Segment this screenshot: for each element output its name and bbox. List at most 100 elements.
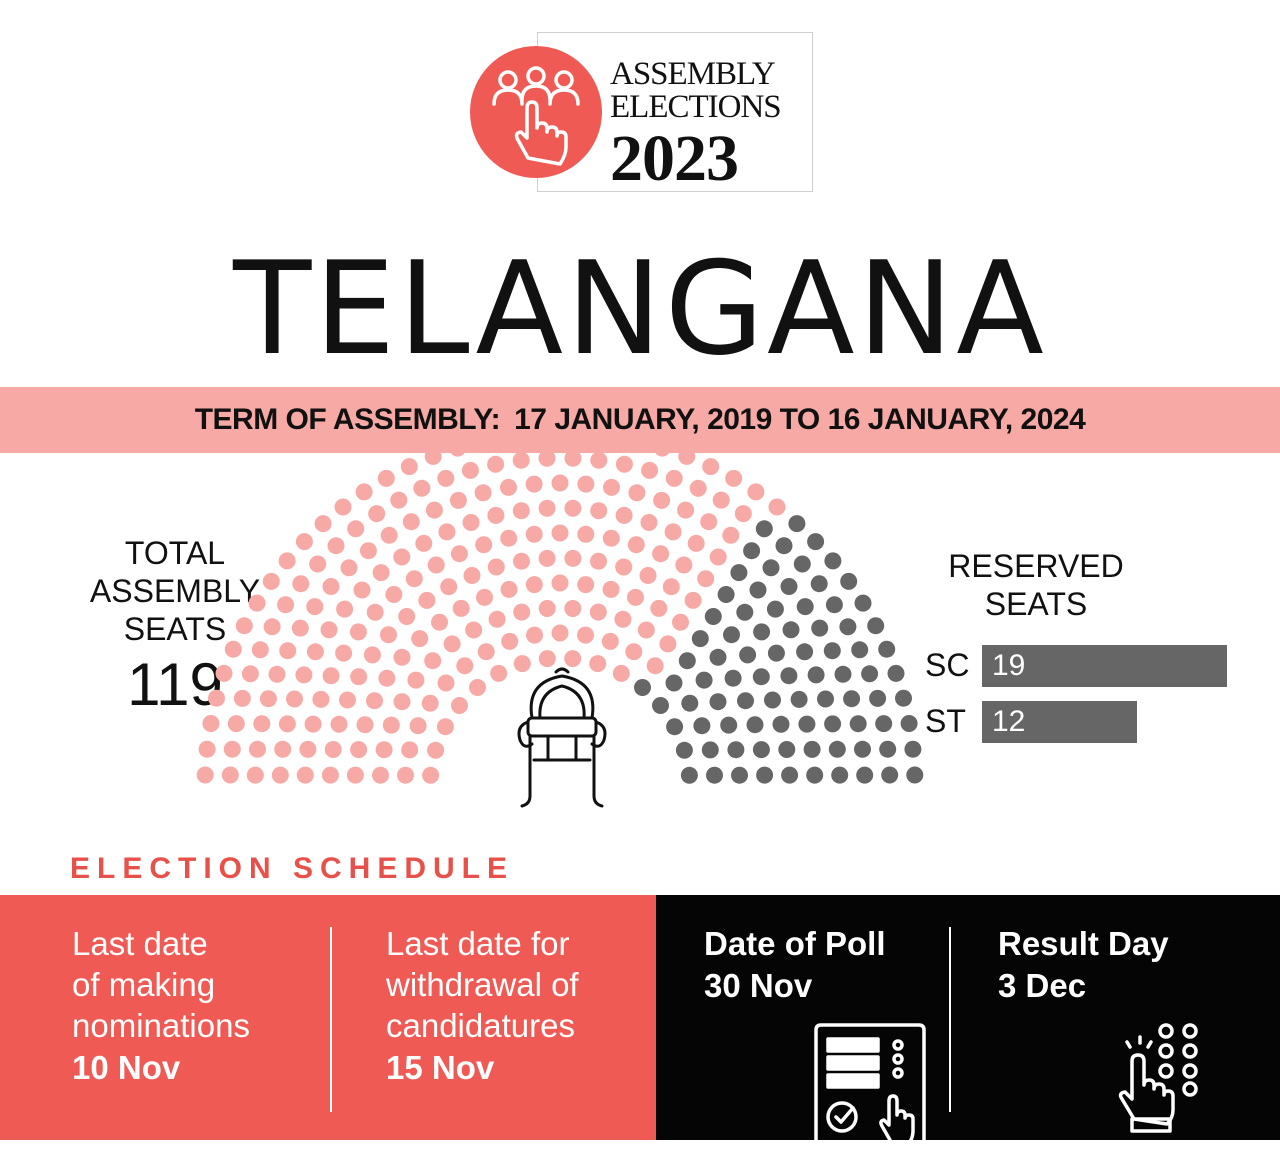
seat-dot [817, 690, 834, 708]
seat-dot [590, 451, 608, 469]
seat-dot [490, 664, 508, 682]
seat-dot [422, 766, 440, 784]
seat-dot [253, 715, 271, 733]
seat-dot [806, 766, 824, 784]
seat-dot [295, 666, 313, 684]
seat-dot [646, 657, 664, 675]
seat-dot [413, 479, 431, 497]
seat-dot [601, 632, 619, 650]
seat-dot [501, 632, 519, 650]
logo-wordmark: ASSEMBLY ELECTIONS 2023 [610, 58, 800, 192]
seat-dot [421, 694, 439, 712]
term-band: TERM OF ASSEMBLY: 17 JANUARY, 2019 TO 16… [0, 387, 1280, 453]
seat-dot [292, 575, 310, 593]
logo-line-elections: ELECTIONS [610, 89, 782, 125]
seat-dot [755, 520, 773, 538]
speaker-chair-icon [517, 667, 607, 808]
seat-dot [612, 664, 630, 682]
seat-dot [462, 514, 480, 531]
seat-dot [881, 766, 899, 784]
seat-dot [299, 740, 317, 758]
seat-dot [440, 578, 458, 596]
seat-dot [851, 641, 869, 659]
seat-dot [330, 715, 348, 733]
seat-dot [781, 766, 799, 784]
seat-dot [793, 555, 811, 573]
seat-dot [525, 525, 543, 543]
seat-dot [637, 621, 655, 639]
seat-dot [427, 556, 445, 574]
seat-dot [652, 697, 669, 714]
seat-dot [603, 478, 620, 496]
seat-dot [347, 520, 365, 538]
seat-dot [834, 665, 852, 683]
seat-dot [627, 536, 645, 554]
seat-dot [665, 469, 683, 487]
seat-dot [476, 588, 493, 606]
seat-dot [400, 458, 418, 476]
logo-line-assembly: ASSEMBLY [610, 56, 776, 92]
seat-dot [513, 552, 530, 570]
seat-dot [811, 619, 829, 637]
seat-dot [680, 766, 698, 784]
seat-dot [526, 626, 543, 644]
seat-dot [321, 766, 339, 784]
seat-dot [695, 671, 713, 689]
seat-dot [411, 630, 429, 648]
seat-dot [393, 693, 411, 711]
seat-dot [359, 542, 377, 560]
seat-dot [709, 693, 727, 711]
seat-dot [839, 618, 857, 636]
seat-dot [653, 491, 671, 509]
seat-dot [436, 718, 454, 736]
seat-dot [424, 652, 442, 670]
seat-dot [198, 740, 216, 758]
seat-dot [456, 657, 474, 675]
seat-dot [687, 534, 705, 552]
total-seats-label: TOTAL ASSEMBLY SEATS [89, 535, 261, 647]
reserved-bar-sc: 19 [982, 645, 1227, 687]
seat-dot [564, 549, 582, 567]
seat-dot [824, 715, 842, 733]
seat-dot [538, 650, 556, 668]
seat-dot [849, 715, 867, 733]
reserved-value-sc: 19 [992, 649, 1026, 682]
seat-dot [378, 669, 396, 687]
seat-dot [233, 689, 251, 707]
schedule-label: Last date for withdrawal of candidatures [386, 925, 579, 1044]
seat-dot [375, 741, 393, 759]
seat-dot [709, 648, 727, 666]
seat-dot [393, 648, 411, 666]
seat-dot [639, 567, 657, 584]
seat-dot [615, 455, 633, 473]
seat-dot [693, 717, 711, 735]
seat-dot [437, 674, 455, 692]
seat-dot [322, 667, 340, 685]
seat-dot [782, 621, 800, 639]
seat-dot [709, 548, 727, 566]
seat-dot [577, 475, 595, 493]
seat-dot [666, 718, 684, 736]
seat-dot [427, 741, 445, 759]
seat-dot [677, 501, 695, 519]
seat-dot [869, 689, 887, 707]
seat-dot [756, 766, 774, 784]
seat-dot [678, 652, 696, 670]
schedule-cell-withdrawal: Last date for withdrawal of candidatures… [386, 923, 579, 1090]
seat-dot [641, 461, 659, 479]
seat-dot [450, 545, 468, 563]
seat-dot [831, 766, 849, 784]
seat-dot [697, 570, 715, 588]
state-title: TELANGANA [233, 235, 1047, 384]
seat-dot [474, 484, 492, 502]
seat-dot [681, 694, 699, 712]
seat-dot [401, 741, 419, 759]
seat-dot [223, 740, 241, 758]
seat-dot [208, 689, 225, 707]
reserved-row-st: ST 12 [925, 701, 1265, 757]
seat-dot [451, 697, 468, 714]
seat-dot [675, 741, 693, 759]
seat-dot [861, 665, 879, 683]
seat-dot [538, 499, 556, 517]
seat-dot [262, 572, 280, 590]
